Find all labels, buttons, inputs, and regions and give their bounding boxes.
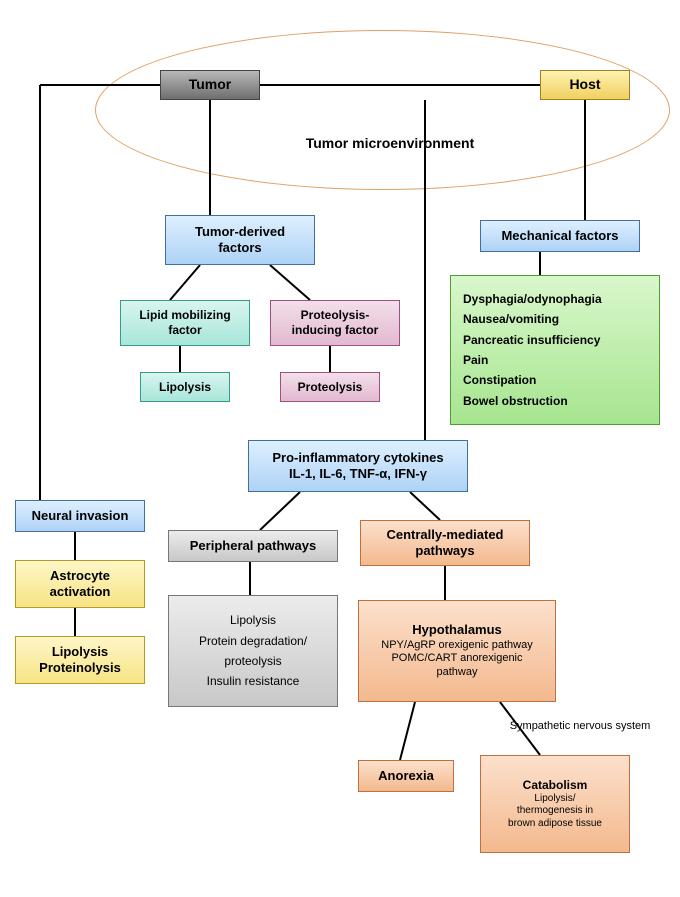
text-line: Nausea/vomiting (463, 309, 559, 329)
text-line: IL-1, IL-6, TNF-α, IFN-γ (289, 466, 427, 482)
mechanical-list-node: Dysphagia/odynophagiaNausea/vomitingPanc… (450, 275, 660, 425)
neural-invasion-node: Neural invasion (15, 500, 145, 532)
text-line: activation (50, 584, 111, 600)
microenvironment-ellipse (95, 30, 670, 190)
text-line: Bowel obstruction (463, 391, 568, 411)
text-line: Pro-inflammatory cytokines (272, 450, 443, 466)
text-line: Pancreatic insufficiency (463, 330, 600, 350)
text-line: Centrally-mediated (386, 527, 503, 543)
text-line: Insulin resistance (207, 671, 300, 691)
text-line: pathway (437, 666, 478, 680)
host-node: Host (540, 70, 630, 100)
text-line: Lipolysis (230, 610, 276, 630)
text-line: proteolysis (224, 651, 281, 671)
proteolysis-inducing-factor-node: Proteolysis-inducing factor (270, 300, 400, 346)
microenvironment-label: Tumor microenvironment (275, 135, 505, 151)
text-line: Dysphagia/odynophagia (463, 289, 602, 309)
text-line: Proteolysis- (301, 308, 370, 323)
astrocyte-activation-node: Astrocyteactivation (15, 560, 145, 608)
text-line: Hypothalamus (412, 622, 502, 638)
tumor-node: Tumor (160, 70, 260, 100)
lipid-mobilizing-factor-node: Lipid mobilizingfactor (120, 300, 250, 346)
peripheral-pathways-node: Peripheral pathways (168, 530, 338, 562)
peripheral-list-node: LipolysisProtein degradation/proteolysis… (168, 595, 338, 707)
text-line: Lipolysis/ (534, 793, 575, 806)
text-line: Catabolism (523, 778, 588, 793)
text-line: Lipolysis (52, 644, 108, 660)
text-line: Protein degradation/ (199, 631, 307, 651)
mechanical-factors-node: Mechanical factors (480, 220, 640, 252)
text-line: Lipid mobilizing (139, 308, 230, 323)
text-line: factors (218, 240, 261, 256)
text-line: Astrocyte (50, 568, 110, 584)
text-line: NPY/AgRP orexigenic pathway (381, 639, 532, 653)
text-line: Constipation (463, 370, 536, 390)
text-line: Proteinolysis (39, 660, 121, 676)
text-line: Pain (463, 350, 488, 370)
text-line: POMC/CART anorexigenic (391, 652, 522, 666)
catabolism-node: CatabolismLipolysis/thermogenesis inbrow… (480, 755, 630, 853)
text-line: Tumor-derived (195, 224, 285, 240)
tumor-derived-factors-node: Tumor-derivedfactors (165, 215, 315, 265)
central-pathways-node: Centrally-mediatedpathways (360, 520, 530, 566)
hypothalamus-node: HypothalamusNPY/AgRP orexigenic pathwayP… (358, 600, 556, 702)
text-line: pathways (415, 543, 474, 559)
proteolysis-pif-node: Proteolysis (280, 372, 380, 402)
text-line: brown adipose tissue (508, 818, 602, 831)
lipolysis-lmf-node: Lipolysis (140, 372, 230, 402)
anorexia-node: Anorexia (358, 760, 454, 792)
text-line: factor (168, 323, 201, 338)
text-line: inducing factor (292, 323, 379, 338)
lipolysis-proteinolysis-node: LipolysisProteinolysis (15, 636, 145, 684)
text-line: thermogenesis in (517, 805, 593, 818)
cytokines-node: Pro-inflammatory cytokinesIL-1, IL-6, TN… (248, 440, 468, 492)
sympathetic-label: Sympathetic nervous system (490, 720, 670, 732)
